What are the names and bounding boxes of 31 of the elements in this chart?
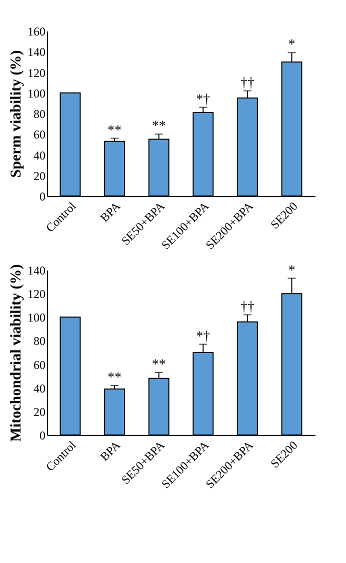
y-tick-label: 40 [34,381,46,396]
annotation: *† [196,329,210,344]
x-tick-label: BPA [97,438,124,464]
y-tick-label: 0 [40,428,46,442]
annotation: * [288,38,296,53]
y-tick-label: 60 [34,358,46,372]
y-tick-label: 100 [28,86,46,100]
y-tick-label: 60 [34,128,46,142]
annotation: ** [108,123,122,138]
y-tick-label: 140 [28,45,46,60]
y-axis-title: Sperm viability (%) [8,50,24,178]
annotation: *† [196,92,210,108]
y-tick-label: 120 [28,66,46,80]
y-tick-label: 40 [34,148,46,162]
annotation: ** [152,358,166,373]
x-tick-label: BPA [97,198,124,225]
y-tick-label: 120 [28,287,46,302]
annotation: †† [240,76,254,91]
y-axis-title: Mitochondrial viability (%) [8,264,24,442]
annotation: †† [240,300,254,315]
annotation: ** [152,119,166,134]
annotation: * [288,263,296,278]
y-tick-label: 80 [34,107,46,121]
y-tick-label: 100 [28,310,46,325]
y-tick-label: 80 [34,334,46,348]
y-tick-label: 0 [40,190,46,204]
y-tick-label: 20 [34,404,46,419]
y-tick-label: 140 [28,264,46,278]
y-tick-label: 20 [34,168,46,183]
annotation: ** [108,370,122,386]
y-tick-label: 160 [28,24,46,38]
